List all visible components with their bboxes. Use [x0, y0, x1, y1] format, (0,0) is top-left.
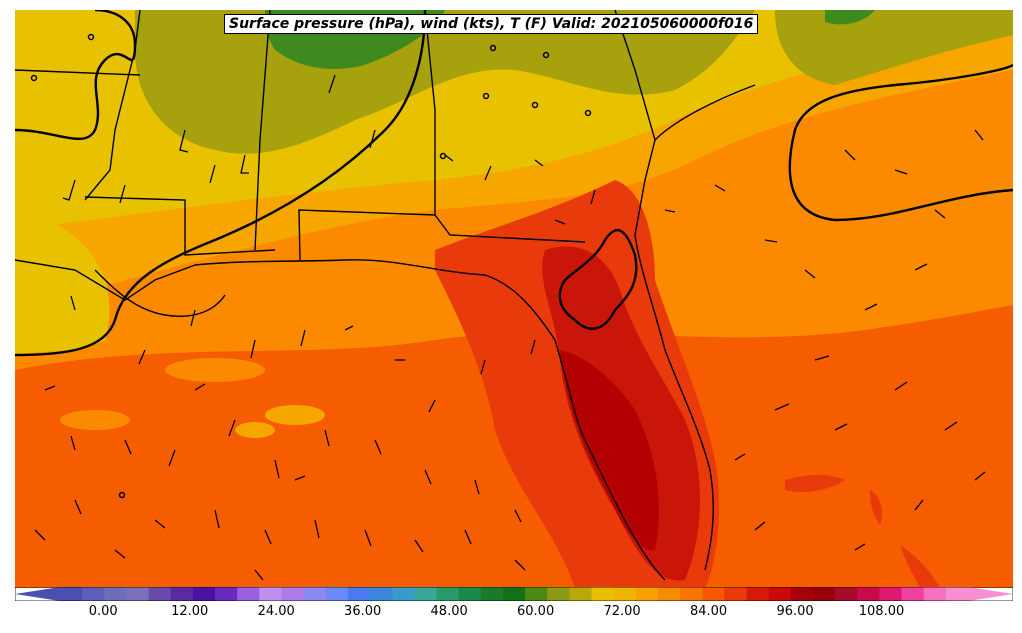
colorbar-segment	[170, 587, 194, 601]
colorbar-segment	[82, 587, 105, 601]
colorbar-segment	[569, 587, 593, 601]
colorbar-segment	[215, 587, 238, 601]
colorbar-segment	[303, 587, 327, 601]
colorbar-segment	[657, 587, 681, 601]
wind-barbs	[34, 74, 986, 581]
colorbar-segment	[680, 587, 703, 601]
calm-wind-markers	[30, 33, 592, 499]
colorbar-segment	[392, 587, 415, 601]
temperature-field-yellow-west	[15, 210, 110, 355]
colorbar-segment	[879, 587, 903, 601]
colorbar-segment	[436, 587, 460, 601]
colorbar-segment	[458, 587, 482, 601]
isobars	[15, 10, 1013, 357]
island-andros	[870, 490, 882, 525]
temperature-field-gulf-swirl-2	[265, 405, 325, 425]
map-panel	[15, 10, 1013, 588]
colorbar-tick-label: 84.00	[689, 604, 728, 619]
temperature-colorbar	[15, 587, 1013, 601]
colorbar-segment	[591, 587, 615, 601]
colorbar-segment	[613, 587, 637, 601]
colorbar-tick-label: 36.00	[344, 604, 382, 619]
colorbar-segment	[126, 587, 150, 601]
colorbar-segment	[635, 587, 659, 601]
colorbar-tick-label: 0.00	[88, 604, 118, 619]
colorbar-segment	[945, 587, 969, 601]
temperature-field-green-ne	[825, 10, 875, 25]
island-cuba	[900, 545, 940, 588]
colorbar-tick-label: 72.00	[603, 604, 641, 619]
colorbar-tick-label: 12.00	[171, 604, 209, 619]
island-bahamas	[785, 475, 845, 492]
colorbar-segment	[148, 587, 172, 601]
colorbar-segment	[104, 587, 127, 601]
colorbar-segment	[835, 587, 858, 601]
state-boundaries	[15, 10, 756, 581]
colorbar-tick-label: 60.00	[517, 604, 555, 619]
colorbar-extend-max	[968, 587, 1013, 601]
temperature-field-gulf-swirl-3	[60, 410, 130, 430]
colorbar-segment	[60, 587, 83, 601]
colorbar-segment	[347, 587, 371, 601]
colorbar-segment	[480, 587, 504, 601]
colorbar-segment	[370, 587, 393, 601]
temperature-field-gulf-swirl-1	[165, 358, 265, 382]
colorbar-segment	[923, 587, 947, 601]
temperature-field-olive-ne	[775, 10, 1013, 85]
colorbar-extend-min	[15, 587, 60, 601]
colorbar-segment	[901, 587, 925, 601]
temperature-map	[15, 10, 1013, 588]
colorbar-segments	[15, 587, 1013, 601]
colorbar-segment	[702, 587, 725, 601]
colorbar-segment	[414, 587, 437, 601]
temperature-field-gulf-swirl-4	[235, 422, 275, 438]
colorbar-segment	[812, 587, 836, 601]
colorbar-segment	[259, 587, 282, 601]
colorbar-segment	[857, 587, 880, 601]
colorbar-segment	[237, 587, 260, 601]
temperature-field-dark-red	[560, 350, 659, 551]
colorbar-segment	[790, 587, 814, 601]
colorbar-segment	[525, 587, 548, 601]
colorbar-segment	[281, 587, 305, 601]
colorbar-tick-labels: 0.00 12.00 24.00 36.00 48.00 60.00 72.00 84.00 9…	[0, 604, 1022, 626]
colorbar-tick-label: 24.00	[257, 604, 295, 619]
colorbar-segment	[502, 587, 526, 601]
colorbar-segment	[325, 587, 349, 601]
colorbar-segment	[768, 587, 792, 601]
colorbar-segment	[547, 587, 570, 601]
colorbar-segment	[192, 587, 216, 601]
colorbar-segment	[746, 587, 770, 601]
colorbar-tick-label: 108.00	[858, 604, 905, 619]
colorbar-tick-label: 48.00	[430, 604, 468, 619]
map-title: Surface pressure (hPa), wind (kts), T (F…	[224, 14, 759, 34]
colorbar-tick-label: 96.00	[776, 604, 814, 619]
colorbar-segment	[724, 587, 748, 601]
